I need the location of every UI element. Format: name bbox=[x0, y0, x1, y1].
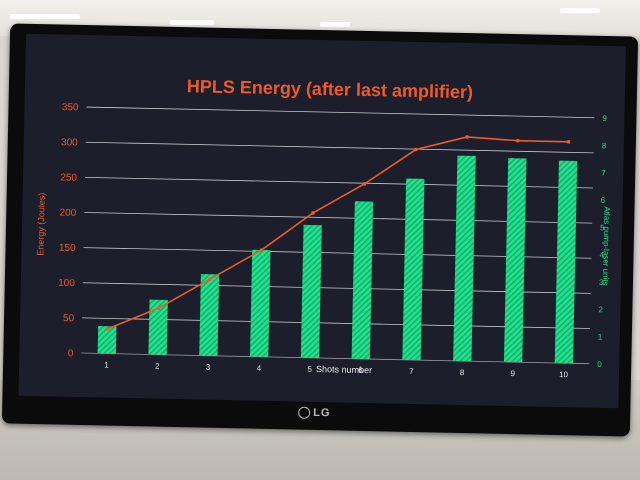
x-tick-label: 6 bbox=[358, 366, 363, 375]
y2-tick-label: 6 bbox=[601, 196, 606, 205]
x-tick-label: 1 bbox=[104, 361, 109, 370]
y-axis-right-label: Atlas pump-laser units bbox=[601, 206, 612, 285]
bar bbox=[148, 299, 168, 355]
y-tick-label: 100 bbox=[58, 278, 75, 289]
y2-tick-label: 1 bbox=[598, 333, 603, 342]
bar bbox=[97, 325, 117, 354]
y-tick-label: 350 bbox=[62, 102, 79, 113]
series-line bbox=[106, 136, 569, 330]
line-point bbox=[362, 182, 367, 186]
x-tick-label: 3 bbox=[206, 363, 211, 372]
y-tick-label: 150 bbox=[59, 243, 76, 254]
y-axis-left: 0 50 100 150 200 250 300 350 bbox=[58, 102, 79, 359]
line-point bbox=[465, 135, 469, 139]
y-tick-label: 0 bbox=[68, 348, 74, 359]
chart-title: HPLS Energy (after last amplifier) bbox=[187, 76, 473, 102]
tv-brand-logo: LG bbox=[298, 406, 331, 420]
tv-screen: HPLS Energy (after last amplifier) 0 50 10… bbox=[18, 33, 626, 409]
ceiling-light bbox=[320, 22, 350, 27]
y-tick-label: 200 bbox=[59, 207, 76, 218]
x-tick-label: 5 bbox=[307, 365, 312, 374]
x-tick-label: 7 bbox=[409, 367, 414, 376]
y2-tick-label: 0 bbox=[597, 360, 602, 369]
gridline bbox=[85, 141, 594, 154]
y2-tick-label: 8 bbox=[602, 141, 607, 150]
tv-monitor: HPLS Energy (after last amplifier) 0 50 10… bbox=[1, 23, 639, 437]
x-axis: 1 2 3 4 5 6 7 8 9 10 bbox=[104, 361, 569, 380]
line-point bbox=[566, 139, 571, 144]
line-point bbox=[515, 138, 520, 143]
bar bbox=[249, 249, 271, 357]
y2-tick-label: 2 bbox=[598, 305, 603, 314]
chart-canvas: HPLS Energy (after last amplifier) 05010… bbox=[35, 76, 612, 380]
y-axis-right: 0 1 2 3 4 5 6 7 8 9 bbox=[597, 114, 607, 369]
y2-tick-label: 3 bbox=[599, 278, 604, 287]
y-tick-label: 250 bbox=[60, 172, 77, 183]
bar bbox=[199, 273, 220, 356]
line-point bbox=[259, 248, 264, 252]
bar bbox=[453, 155, 476, 362]
line-point bbox=[414, 147, 418, 152]
y2-tick-label: 9 bbox=[602, 114, 607, 123]
y-tick-label: 50 bbox=[63, 313, 75, 324]
line-series bbox=[105, 135, 571, 331]
line-point bbox=[311, 211, 315, 215]
y-tick-label: 300 bbox=[61, 137, 78, 148]
bar bbox=[402, 178, 425, 361]
ceiling-light bbox=[10, 14, 80, 19]
y2-tick-label: 4 bbox=[599, 251, 604, 260]
x-tick-label: 2 bbox=[155, 362, 160, 371]
tv-brand-text: LG bbox=[313, 406, 331, 420]
x-tick-label: 4 bbox=[257, 364, 262, 373]
line-point bbox=[156, 306, 161, 310]
bar bbox=[300, 224, 322, 359]
ceiling-light bbox=[560, 8, 600, 13]
bar-series bbox=[97, 155, 578, 364]
y2-tick-label: 7 bbox=[601, 169, 606, 178]
x-axis-label: Shots number bbox=[316, 364, 372, 375]
gridline bbox=[86, 106, 595, 119]
x-tick-label: 8 bbox=[460, 368, 465, 377]
x-tick-label: 9 bbox=[511, 369, 516, 378]
bar bbox=[503, 158, 527, 363]
line-point bbox=[208, 277, 212, 281]
x-tick-label: 10 bbox=[559, 370, 569, 379]
y-axis-left-label: Energy (Joules) bbox=[35, 193, 46, 256]
ceiling-light bbox=[170, 20, 214, 25]
line-point bbox=[105, 327, 110, 331]
bar bbox=[554, 160, 578, 364]
bar bbox=[351, 201, 374, 360]
lg-logo-icon bbox=[298, 406, 311, 419]
y2-tick-label: 5 bbox=[600, 223, 605, 232]
